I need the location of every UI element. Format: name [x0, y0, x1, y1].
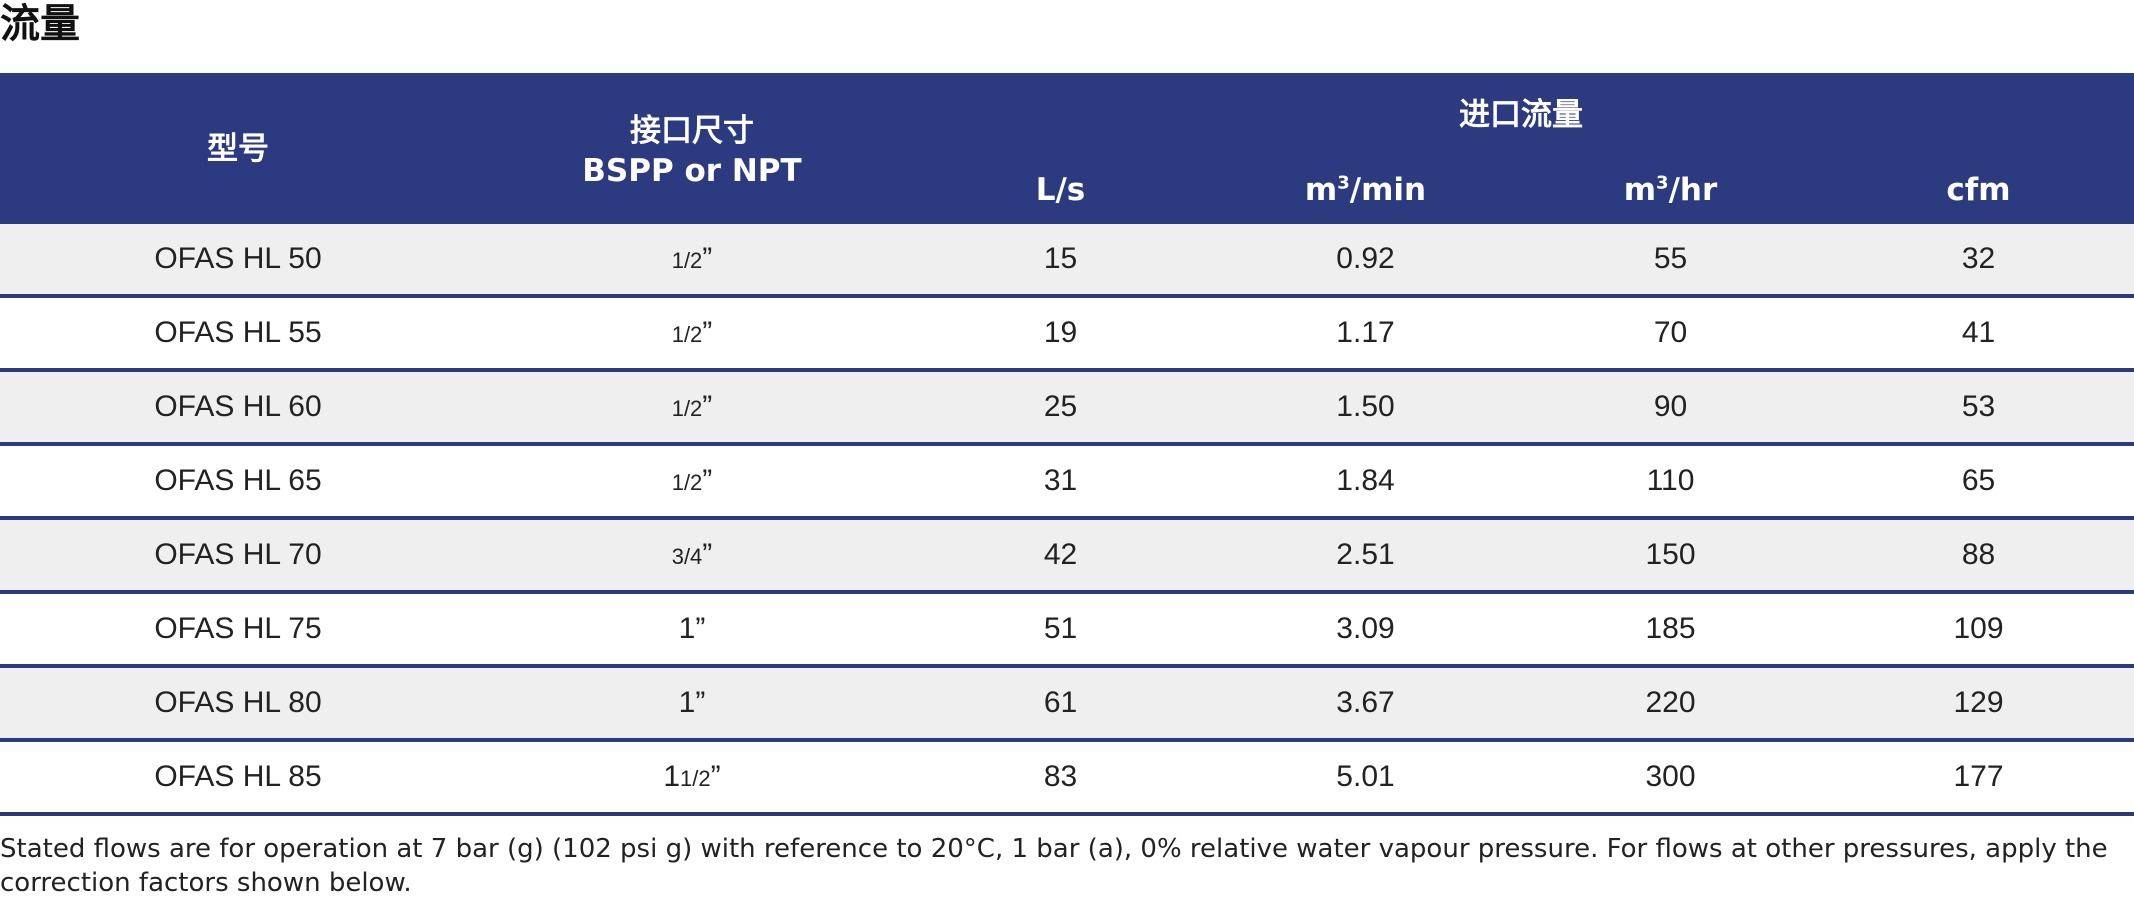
cell-flow-m3hr: 150	[1645, 538, 1696, 571]
cell-model: OFAS HL 50	[154, 242, 322, 275]
cell-flow-m3hr: 185	[1645, 612, 1696, 645]
size-inch-mark: ”	[702, 316, 713, 349]
cell-flow-m3hr: 55	[1653, 242, 1688, 275]
header-port-size-line2: BSPP or NPT	[582, 153, 802, 189]
cell-flow-m3min: 1.17	[1336, 316, 1395, 349]
cell-flow-m3min: 0.92	[1336, 242, 1395, 275]
size-inch-mark: ”	[695, 612, 706, 645]
size-fraction: 3/4	[671, 544, 703, 569]
cell-port-size: 3/4”	[476, 520, 908, 590]
table-row: OFAS HL 65 1/2” 31 1.84 110 65	[0, 446, 2134, 520]
cell-flow-m3min: 3.09	[1336, 612, 1395, 645]
cell-flow-ls: 51	[1043, 612, 1078, 645]
cell-flow-m3min: 5.01	[1336, 760, 1395, 793]
size-inch-mark: ”	[710, 760, 721, 793]
cell-flow-cfm: 109	[1953, 612, 2004, 645]
size-whole: 1	[663, 760, 681, 793]
table-row: OFAS HL 75 1” 51 3.09 185 109	[0, 594, 2134, 668]
size-whole: 1	[678, 612, 696, 645]
cell-flow-cfm: 41	[1961, 316, 1996, 349]
header-unit-ls: L/s	[1035, 172, 1086, 208]
table-row: OFAS HL 50 1/2” 15 0.92 55 32	[0, 224, 2134, 298]
cell-flow-m3min: 2.51	[1336, 538, 1395, 571]
cell-flow-m3min: 3.67	[1336, 686, 1395, 719]
cell-flow-cfm: 32	[1961, 242, 1996, 275]
cell-flow-ls: 83	[1043, 760, 1078, 793]
cell-flow-m3min: 1.84	[1336, 464, 1395, 497]
size-fraction: 1/2	[671, 248, 703, 273]
cell-flow-m3hr: 300	[1645, 760, 1696, 793]
size-inch-mark: ”	[702, 538, 713, 571]
table-row: OFAS HL 60 1/2” 25 1.50 90 53	[0, 372, 2134, 446]
flow-table: 型号 接口尺寸 BSPP or NPT 进口流量 L/s m3/min m3/h…	[0, 73, 2134, 816]
cell-flow-cfm: 88	[1961, 538, 1996, 571]
cell-flow-cfm: 177	[1953, 760, 2004, 793]
cell-flow-m3hr: 110	[1646, 464, 1695, 497]
cell-port-size: 1/2”	[476, 224, 908, 294]
cell-flow-ls: 61	[1043, 686, 1078, 719]
cell-model: OFAS HL 55	[154, 316, 322, 349]
table-row: OFAS HL 80 1” 61 3.67 220 129	[0, 668, 2134, 742]
table-row: OFAS HL 70 3/4” 42 2.51 150 88	[0, 520, 2134, 594]
page-title: 流量	[0, 1, 80, 47]
header-port-size-line1: 接口尺寸	[630, 113, 754, 149]
cell-flow-cfm: 129	[1953, 686, 2004, 719]
cell-flow-ls: 15	[1043, 242, 1078, 275]
table-header: 型号 接口尺寸 BSPP or NPT 进口流量 L/s m3/min m3/h…	[0, 73, 2134, 224]
cell-flow-ls: 25	[1043, 390, 1078, 423]
cell-model: OFAS HL 60	[154, 390, 322, 423]
cell-flow-cfm: 53	[1961, 390, 1996, 423]
header-model: 型号	[207, 131, 269, 167]
size-fraction: 1/2	[680, 766, 711, 791]
header-unit-m3min: m3/min	[1304, 172, 1427, 208]
cell-port-size: 11/2”	[476, 742, 908, 812]
cell-port-size: 1”	[476, 668, 908, 738]
size-inch-mark: ”	[702, 464, 713, 497]
cell-port-size: 1/2”	[476, 446, 908, 516]
table-row: OFAS HL 85 11/2” 83 5.01 300 177	[0, 742, 2134, 816]
cell-port-size: 1/2”	[476, 372, 908, 442]
cell-port-size: 1”	[476, 594, 908, 664]
header-unit-m3hr: m3/hr	[1623, 172, 1718, 208]
header-inlet-flow: 进口流量	[1459, 97, 1583, 133]
table-row: OFAS HL 55 1/2” 19 1.17 70 41	[0, 298, 2134, 372]
cell-model: OFAS HL 70	[154, 538, 322, 571]
cell-flow-ls: 19	[1043, 316, 1078, 349]
size-fraction: 1/2	[671, 322, 703, 347]
cell-port-size: 1/2”	[476, 298, 908, 368]
size-fraction: 1/2	[671, 396, 703, 421]
cell-model: OFAS HL 65	[154, 464, 322, 497]
cell-flow-m3hr: 70	[1653, 316, 1688, 349]
size-inch-mark: ”	[695, 686, 706, 719]
header-unit-cfm: cfm	[1946, 172, 2011, 208]
cell-flow-m3min: 1.50	[1336, 390, 1395, 423]
header-port-size: 接口尺寸 BSPP or NPT	[476, 111, 908, 191]
size-whole: 1	[678, 686, 696, 719]
cell-flow-m3hr: 90	[1653, 390, 1688, 423]
cell-model: OFAS HL 80	[154, 686, 322, 719]
cell-flow-ls: 31	[1043, 464, 1078, 497]
table-body: OFAS HL 50 1/2” 15 0.92 55 32 OFAS HL 55 1/2” 19…	[0, 224, 2134, 816]
cell-model: OFAS HL 75	[154, 612, 322, 645]
size-inch-mark: ”	[702, 390, 713, 423]
cell-flow-ls: 42	[1043, 538, 1078, 571]
size-inch-mark: ”	[702, 242, 713, 275]
cell-flow-m3hr: 220	[1645, 686, 1696, 719]
size-fraction: 1/2	[671, 470, 703, 495]
footnote: Stated flows are for operation at 7 bar …	[0, 834, 2108, 898]
cell-model: OFAS HL 85	[154, 760, 322, 793]
cell-flow-cfm: 65	[1961, 464, 1996, 497]
